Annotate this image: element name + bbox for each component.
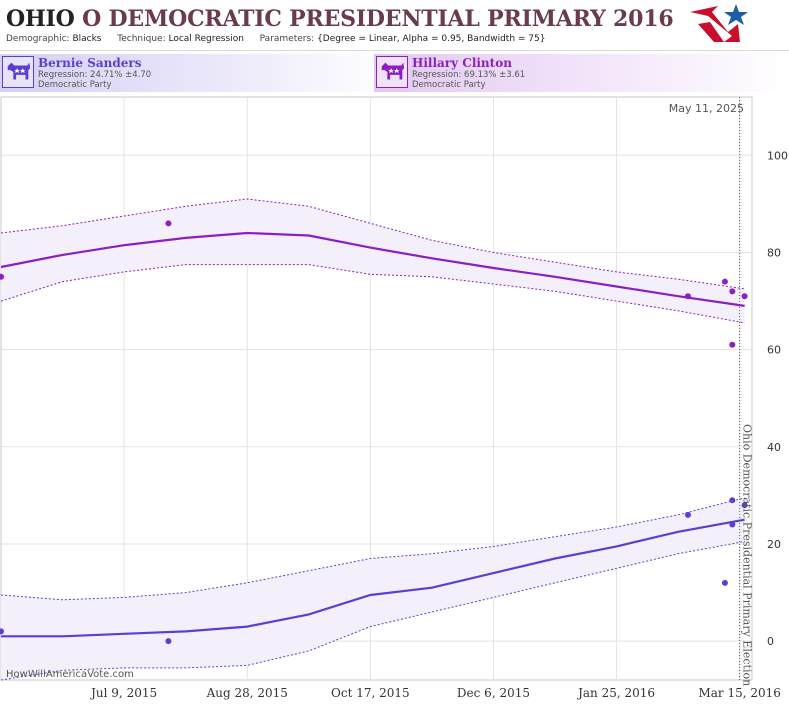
poll-point: [729, 521, 736, 528]
candidate-party: Democratic Party: [38, 80, 112, 90]
regression-line: [1, 518, 745, 638]
demographic-value: Blacks: [72, 34, 102, 44]
parameters-value: {Degree = Linear, Alpha = 0.95, Bandwidt…: [317, 34, 546, 44]
candidate-name: Hillary Clinton: [412, 56, 512, 70]
y-tick-label: 0: [767, 635, 774, 648]
poll-point: [165, 638, 172, 645]
candidate-party: Democratic Party: [412, 80, 486, 90]
poll-point: [0, 628, 4, 635]
poll-point: [741, 502, 748, 509]
poll-point: [729, 497, 736, 504]
regression-line: [0, 231, 745, 307]
poll-point: [0, 273, 4, 280]
candidate-regression: Regression: 69.13% ±3.61: [412, 70, 526, 80]
upper-bound-line: [0, 198, 745, 290]
poll-point: [741, 293, 748, 300]
confidence-band: [1, 497, 745, 680]
demographic-label: Demographic:: [6, 34, 70, 44]
poll-point: [165, 220, 172, 227]
poll-point: [684, 293, 691, 300]
democratic-donkey-icon: [376, 56, 408, 88]
chart-header: OHIO O DEMOCRATIC PRESIDENTIAL PRIMARY 2…: [0, 0, 789, 51]
technique-label: Technique:: [117, 34, 166, 44]
site-credit: HowWillAmericaVote.com: [6, 669, 134, 680]
confidence-band: [1, 199, 745, 323]
y-tick-label: 40: [767, 441, 781, 454]
candidate-hillary[interactable]: Hillary Clinton Regression: 69.13% ±3.61…: [374, 54, 789, 92]
title-election: O DEMOCRATIC PRESIDENTIAL PRIMARY 2016: [82, 6, 674, 32]
parameters-line: Demographic: Blacks Technique: Local Reg…: [6, 34, 545, 44]
x-tick-label: Jan 25, 2016: [576, 686, 655, 700]
date-stamp: May 11, 2025: [669, 102, 744, 115]
candidate-bernie[interactable]: Bernie Sanders Regression: 24.71% ±4.70 …: [0, 54, 392, 92]
lower-bound-line: [0, 541, 745, 681]
y-tick-label: 60: [767, 344, 781, 357]
parameters-label: Parameters:: [259, 34, 315, 44]
title-state: OHIO: [6, 6, 75, 32]
upper-bound-line: [0, 497, 745, 601]
regression-chart: Ohio Democratic Presidential Primary Ele…: [0, 96, 788, 700]
y-tick-label: 100: [767, 149, 788, 162]
poll-point: [684, 511, 691, 518]
y-tick-label: 80: [767, 246, 781, 259]
democratic-donkey-icon: [2, 56, 34, 88]
y-tick-label: 20: [767, 538, 781, 551]
page-title: OHIO O DEMOCRATIC PRESIDENTIAL PRIMARY 2…: [6, 6, 674, 32]
candidate-name: Bernie Sanders: [38, 56, 142, 70]
x-tick-label: Jul 9, 2015: [89, 686, 157, 700]
technique-value: Local Regression: [168, 34, 244, 44]
x-tick-label: Oct 17, 2015: [331, 686, 410, 700]
x-tick-label: Aug 28, 2015: [206, 686, 288, 700]
poll-point: [721, 278, 728, 285]
x-tick-label: Dec 6, 2015: [457, 686, 530, 700]
election-label: Ohio Democratic Presidential Primary Ele…: [741, 424, 754, 686]
star-swoosh-logo-icon[interactable]: [688, 2, 750, 48]
poll-point: [729, 341, 736, 348]
x-tick-label: Mar 15, 2016: [698, 686, 780, 700]
poll-point: [721, 579, 728, 586]
poll-point: [729, 288, 736, 295]
candidate-regression: Regression: 24.71% ±4.70: [38, 70, 152, 80]
